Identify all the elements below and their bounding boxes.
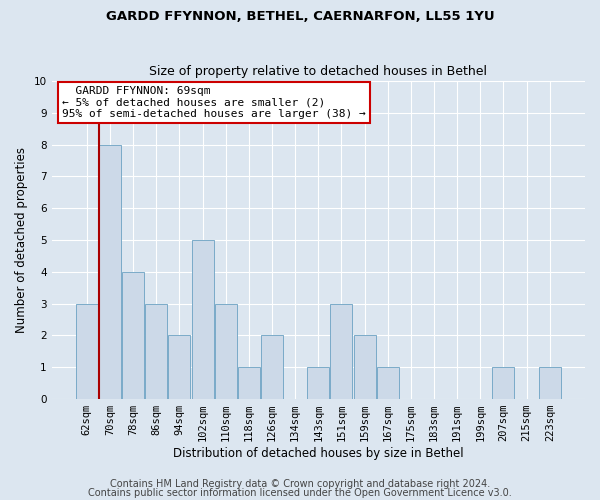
Bar xyxy=(238,368,260,399)
Text: GARDD FFYNNON, BETHEL, CAERNARFON, LL55 1YU: GARDD FFYNNON, BETHEL, CAERNARFON, LL55 … xyxy=(106,10,494,23)
Text: Contains HM Land Registry data © Crown copyright and database right 2024.: Contains HM Land Registry data © Crown c… xyxy=(110,479,490,489)
Bar xyxy=(307,368,329,399)
Text: GARDD FFYNNON: 69sqm
← 5% of detached houses are smaller (2)
95% of semi-detache: GARDD FFYNNON: 69sqm ← 5% of detached ho… xyxy=(62,86,366,119)
Bar xyxy=(76,304,98,399)
Y-axis label: Number of detached properties: Number of detached properties xyxy=(15,147,28,333)
Bar xyxy=(215,304,236,399)
Bar xyxy=(353,336,376,399)
Title: Size of property relative to detached houses in Bethel: Size of property relative to detached ho… xyxy=(149,66,487,78)
Bar xyxy=(331,304,352,399)
Bar xyxy=(191,240,214,399)
Bar xyxy=(377,368,399,399)
Bar xyxy=(99,144,121,399)
Bar xyxy=(169,336,190,399)
Bar xyxy=(145,304,167,399)
Bar xyxy=(493,368,514,399)
X-axis label: Distribution of detached houses by size in Bethel: Distribution of detached houses by size … xyxy=(173,447,464,460)
Text: Contains public sector information licensed under the Open Government Licence v3: Contains public sector information licen… xyxy=(88,488,512,498)
Bar xyxy=(539,368,561,399)
Bar xyxy=(261,336,283,399)
Bar xyxy=(122,272,144,399)
